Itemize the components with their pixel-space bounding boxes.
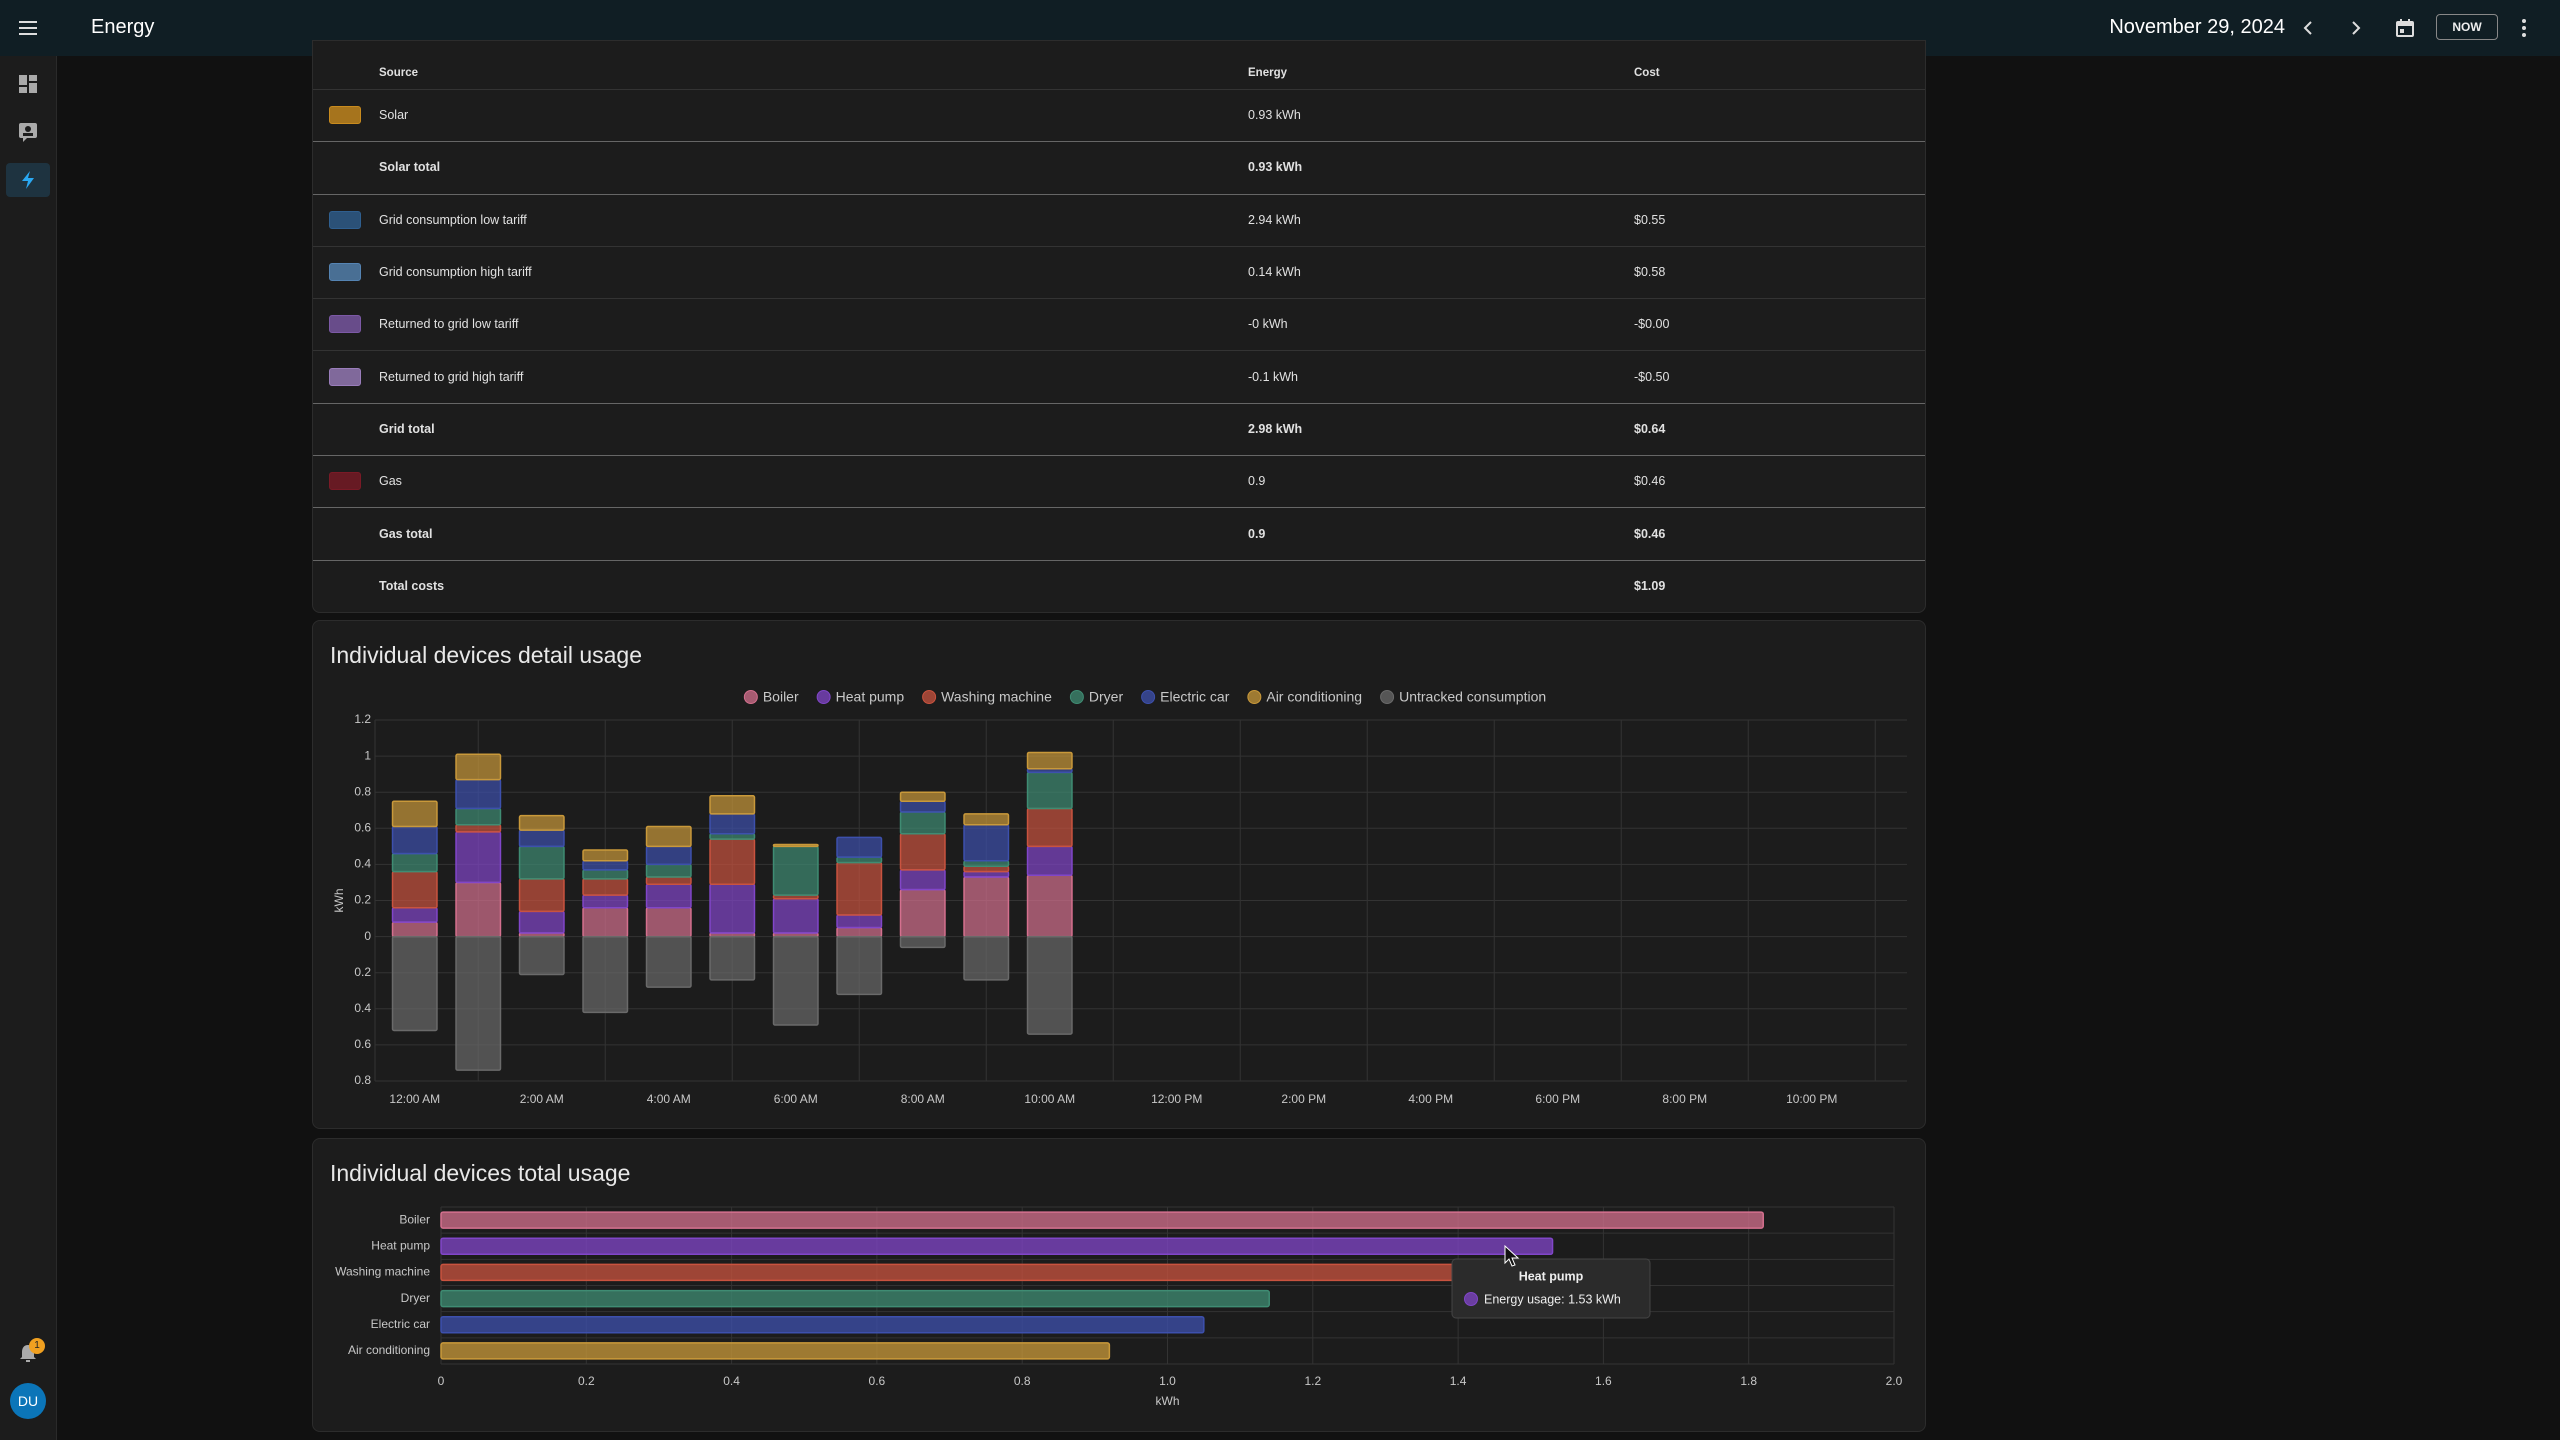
- color-swatch: [329, 106, 361, 125]
- source-label: Solar total: [379, 160, 441, 175]
- total-row: Solar total 0.93 kWh: [313, 141, 1925, 195]
- color-swatch: [329, 263, 361, 282]
- previous-button[interactable]: [2298, 18, 2318, 38]
- cost-value: $0.64: [1634, 421, 1666, 436]
- source-row: Solar 0.93 kWh: [313, 89, 1925, 143]
- cost-value: $0.46: [1634, 474, 1666, 489]
- source-label: Grid consumption high tariff: [379, 265, 532, 280]
- date-label: November 29, 2024: [2109, 16, 2285, 38]
- source-row: Returned to grid low tariff -0 kWh -$0.00: [313, 298, 1925, 352]
- total-row: Gas total 0.9 $0.46: [313, 507, 1925, 561]
- total-row: Total costs $1.09: [313, 560, 1925, 612]
- source-label: Gas total: [379, 526, 433, 541]
- cost-value: -$0.00: [1634, 317, 1670, 332]
- notification-badge: 1: [29, 1338, 45, 1354]
- color-swatch: [329, 472, 361, 491]
- now-button[interactable]: NOW: [2436, 14, 2498, 40]
- more-button[interactable]: [2516, 17, 2532, 39]
- column-header: Source: [379, 67, 418, 79]
- source-label: Solar: [379, 108, 409, 123]
- energy-nav[interactable]: [6, 163, 50, 197]
- logbook-icon[interactable]: [17, 121, 39, 143]
- cost-value: $0.55: [1634, 212, 1666, 227]
- next-button[interactable]: [2346, 18, 2366, 38]
- table-header: Source Energy Cost: [313, 57, 1925, 90]
- user-avatar[interactable]: DU: [10, 1383, 46, 1419]
- source-row: Grid consumption high tariff 0.14 kWh $0.5…: [313, 246, 1925, 300]
- source-row: Gas 0.9 $0.46: [313, 455, 1925, 509]
- energy-value: 0.9: [1248, 474, 1266, 489]
- cost-value: $1.09: [1634, 578, 1666, 593]
- sidebar: 1 DU: [0, 56, 57, 1440]
- calendar-button[interactable]: [2394, 17, 2416, 39]
- source-label: Total costs: [379, 578, 445, 593]
- overview-icon[interactable]: [17, 73, 39, 95]
- source-label: Grid consumption low tariff: [379, 212, 527, 227]
- energy-value: 0.9: [1248, 526, 1266, 541]
- total-usage-card: [312, 1138, 1926, 1432]
- source-label: Returned to grid low tariff: [379, 317, 519, 332]
- color-swatch: [329, 315, 361, 334]
- detail-usage-card: [312, 620, 1926, 1129]
- cost-value: $0.46: [1634, 526, 1666, 541]
- color-swatch: [329, 210, 361, 229]
- energy-value: 0.93 kWh: [1248, 160, 1303, 175]
- source-label: Grid total: [379, 421, 435, 436]
- column-header: Cost: [1634, 67, 1660, 79]
- source-label: Gas: [379, 474, 402, 489]
- energy-value: 0.93 kWh: [1248, 108, 1301, 123]
- energy-value: -0 kWh: [1248, 317, 1288, 332]
- energy-value: 2.98 kWh: [1248, 421, 1303, 436]
- energy-icon: [22, 171, 34, 189]
- total-row: Grid total 2.98 kWh $0.64: [313, 403, 1925, 457]
- energy-value: 2.94 kWh: [1248, 212, 1301, 227]
- source-row: Grid consumption low tariff 2.94 kWh $0.55: [313, 194, 1925, 247]
- page-title: Energy: [91, 16, 155, 38]
- source-label: Returned to grid high tariff: [379, 369, 524, 384]
- source-row: Returned to grid high tariff -0.1 kWh -$0.…: [313, 351, 1925, 404]
- cost-value: -$0.50: [1634, 369, 1670, 384]
- column-header: Energy: [1248, 67, 1287, 79]
- menu-button[interactable]: [18, 18, 38, 38]
- energy-value: -0.1 kWh: [1248, 369, 1299, 384]
- energy-sources-table: Source Energy Cost Solar 0.93 kWh Solar total…: [312, 40, 1926, 613]
- color-swatch: [329, 367, 361, 386]
- energy-value: 0.14 kWh: [1248, 265, 1301, 280]
- cost-value: $0.58: [1634, 265, 1666, 280]
